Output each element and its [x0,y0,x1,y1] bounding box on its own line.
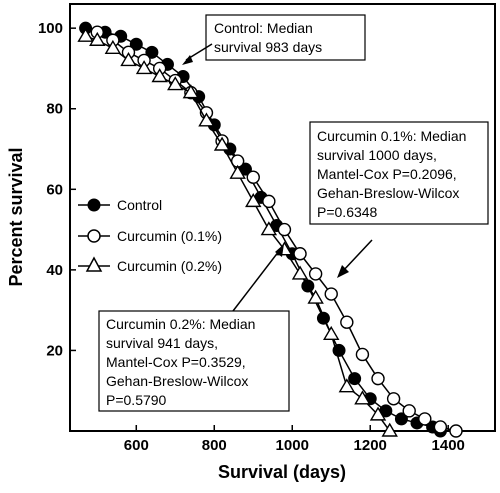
annotation-c02-arrowhead [275,244,284,257]
data-point-control [348,372,362,386]
data-point-c02 [213,136,231,151]
annotation-control: Control: Median survival 983 days [182,14,366,65]
annotation-control-arrowhead [182,55,193,65]
annotation-control-line-2: survival 983 days [214,39,322,55]
data-point-c01 [277,222,292,237]
data-point-c02 [167,76,184,91]
annotation-c02-line-2: survival 941 days, [106,335,218,351]
annotation-c01-line-4: Gehan-Breslow-Wilcox [317,185,459,201]
plot-frame [69,3,496,432]
data-point-c01 [418,412,432,426]
x-tick-label: 1000 [276,437,309,454]
annotation-c02-arrow [232,250,280,312]
data-point-c02 [307,289,324,304]
x-axis-title: Survival (days) [218,462,346,482]
annotation-c02: Curcumin 0.2%: Median survival 941 days,… [98,244,290,412]
y-tick-label: 20 [46,342,63,359]
data-point-c02 [229,164,246,179]
legend-marker-control [87,198,101,212]
data-point-c02 [198,112,215,127]
y-tick-label: 80 [46,101,63,118]
data-point-c02 [260,221,278,236]
data-point-c02 [182,84,200,99]
data-point-c02 [323,325,340,341]
data-point-c01 [355,347,370,362]
data-point-c01 [324,287,338,301]
annotation-c01-line-2: survival 1000 days, [317,147,437,163]
x-tick-label: 1400 [432,437,465,454]
data-point-c02 [245,192,262,208]
annotation-c02-line-1: Curcumin 0.2%: Median [106,316,255,332]
y-axis-title: Percent survival [6,147,26,286]
annotation-box-c02 [98,310,290,412]
data-point-c02 [291,265,309,280]
data-point-c02 [135,60,153,75]
data-point-c01 [308,267,323,281]
annotation-c01-line-1: Curcumin 0.1%: Median [317,128,466,144]
y-tick-label: 60 [46,181,63,198]
data-point-c01 [246,170,260,184]
data-point-c02 [89,31,106,46]
data-point-c01 [386,392,401,406]
x-tick-label: 1200 [354,437,387,454]
data-point-c02 [338,378,356,393]
annotation-c02-line-3: Mantel-Cox P=0.3529, [106,354,246,370]
annotation-box-control [205,14,366,61]
data-point-control [394,412,408,426]
annotation-c01: Curcumin 0.1%: Median survival 1000 days… [309,121,489,278]
data-point-control [316,311,330,325]
legend-label-control: Control [117,197,162,213]
data-point-control [332,343,346,357]
legend: Control Curcumin (0.1%) Curcumin (0.2%) [78,197,222,274]
data-point-c01 [293,247,307,261]
legend-marker-c01 [87,229,101,243]
annotation-control-line-1: Control: Median [214,20,313,36]
data-point-c02 [381,422,398,437]
data-point-c02 [369,406,387,421]
annotation-c01-line-3: Mantel-Cox P=0.2096, [317,166,457,182]
data-point-c01 [340,315,354,329]
series-c02 [77,27,398,437]
data-point-c01 [262,194,276,209]
x-tick-label: 800 [202,437,227,454]
data-point-control [145,45,159,59]
annotation-c02-line-4: Gehan-Breslow-Wilcox [106,373,248,389]
data-point-c01 [371,371,385,386]
data-point-c02 [104,39,122,55]
y-tick-label: 40 [46,262,63,279]
annotation-c02-line-5: P=0.5790 [106,392,167,408]
data-point-c02 [354,390,371,405]
annotation-c01-line-5: P=0.6348 [317,204,378,220]
annotation-box-c01 [309,121,489,225]
data-point-c02 [151,68,168,83]
data-point-c02 [120,52,137,67]
legend-marker-c02 [85,256,103,272]
annotation-c01-arrowhead [337,265,349,278]
data-point-c02 [77,27,94,42]
legend-label-c02: Curcumin (0.2%) [117,258,222,274]
annotation-c01-arrow [341,239,373,273]
data-point-control [129,37,143,51]
data-point-c01 [402,404,416,418]
y-tick-label: 100 [38,20,63,37]
x-tick-label: 600 [124,437,149,454]
data-point-c01 [433,420,448,434]
data-point-c01 [449,424,463,438]
legend-label-c01: Curcumin (0.1%) [117,228,222,244]
